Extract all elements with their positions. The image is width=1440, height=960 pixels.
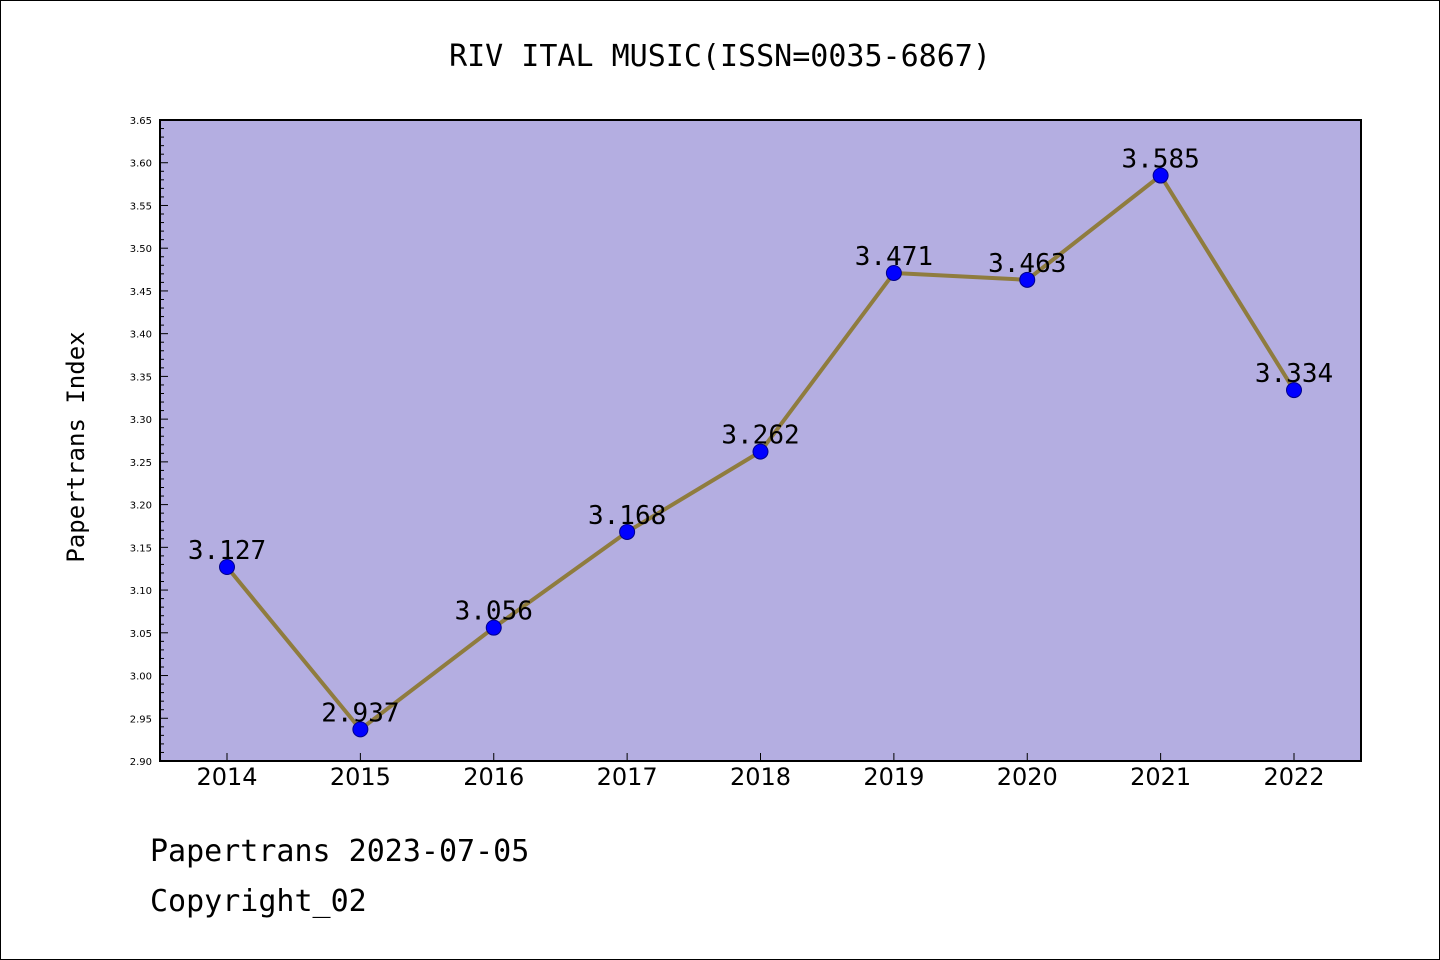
- y-tick-label: 3.15: [130, 543, 152, 554]
- footer-copyright-line: Copyright_02: [150, 884, 367, 919]
- y-tick-label: 3.60: [130, 159, 152, 170]
- x-tick-label: 2015: [330, 763, 391, 791]
- x-tick-label: 2014: [196, 763, 257, 791]
- data-point-label: 3.056: [455, 597, 533, 627]
- data-point-label: 3.168: [588, 501, 666, 531]
- data-point-marker: [485, 619, 502, 636]
- data-point-marker: [1019, 271, 1036, 288]
- data-point-marker: [219, 558, 235, 575]
- chart-title: RIV ITAL MUSIC(ISSN=0035-6867): [449, 39, 991, 74]
- y-tick-label: 3.50: [130, 244, 152, 255]
- y-tick-label: 2.95: [130, 714, 152, 725]
- data-point-marker: [885, 264, 902, 281]
- x-tick-label: 2020: [997, 763, 1058, 791]
- data-point-label: 3.471: [855, 242, 933, 272]
- y-tick-label: 2.90: [130, 757, 152, 768]
- data-point-label: 3.463: [988, 249, 1066, 279]
- x-axis-ticks: 2014 2015 2016 2017 2018 2019 2020 2021 2022: [196, 753, 1325, 791]
- x-tick-label: 2016: [463, 763, 524, 791]
- y-tick-label: 3.30: [130, 415, 152, 426]
- y-tick-label: 3.10: [130, 586, 152, 597]
- data-point-label: 3.262: [721, 421, 799, 451]
- x-tick-label: 2018: [730, 763, 791, 791]
- y-tick-label: 3.55: [130, 201, 152, 212]
- y-tick-label: 3.45: [130, 287, 152, 298]
- footer-date-line: Papertrans 2023-07-05: [150, 834, 530, 869]
- data-point-marker: [1286, 382, 1302, 399]
- y-axis-label: Papertrans Index: [62, 331, 90, 562]
- data-point-label: 3.334: [1255, 359, 1333, 389]
- x-tick-label: 2019: [863, 763, 924, 791]
- data-point-label: 3.127: [188, 536, 266, 566]
- x-tick-label: 2017: [597, 763, 658, 791]
- data-labels: 3.127 2.937 3.056 3.168 3.262 3.471 3.463 3.585…: [188, 145, 1333, 729]
- data-point-label: 2.937: [321, 698, 399, 728]
- data-markers: [219, 167, 1302, 738]
- plot-area: [159, 119, 1362, 762]
- data-point-marker: [352, 721, 369, 738]
- y-tick-label: 3.00: [130, 672, 152, 683]
- data-point-marker: [752, 443, 769, 460]
- y-tick-label: 3.35: [130, 372, 152, 383]
- x-tick-label: 2021: [1130, 763, 1191, 791]
- y-tick-label: 3.40: [130, 330, 152, 341]
- data-point-marker: [1152, 167, 1169, 184]
- y-tick-label: 3.20: [130, 501, 152, 512]
- y-tick-label: 3.65: [130, 116, 152, 127]
- y-tick-label: 3.25: [130, 458, 152, 469]
- data-point-marker: [619, 523, 636, 540]
- y-axis-ticks: 2.90 2.95 3.00 3.05 3.10 3.15 3.20 3.25 3.30 3.35…: [130, 116, 168, 768]
- y-tick-label: 3.05: [130, 629, 152, 640]
- x-tick-label: 2022: [1263, 763, 1324, 791]
- data-point-label: 3.585: [1121, 145, 1199, 175]
